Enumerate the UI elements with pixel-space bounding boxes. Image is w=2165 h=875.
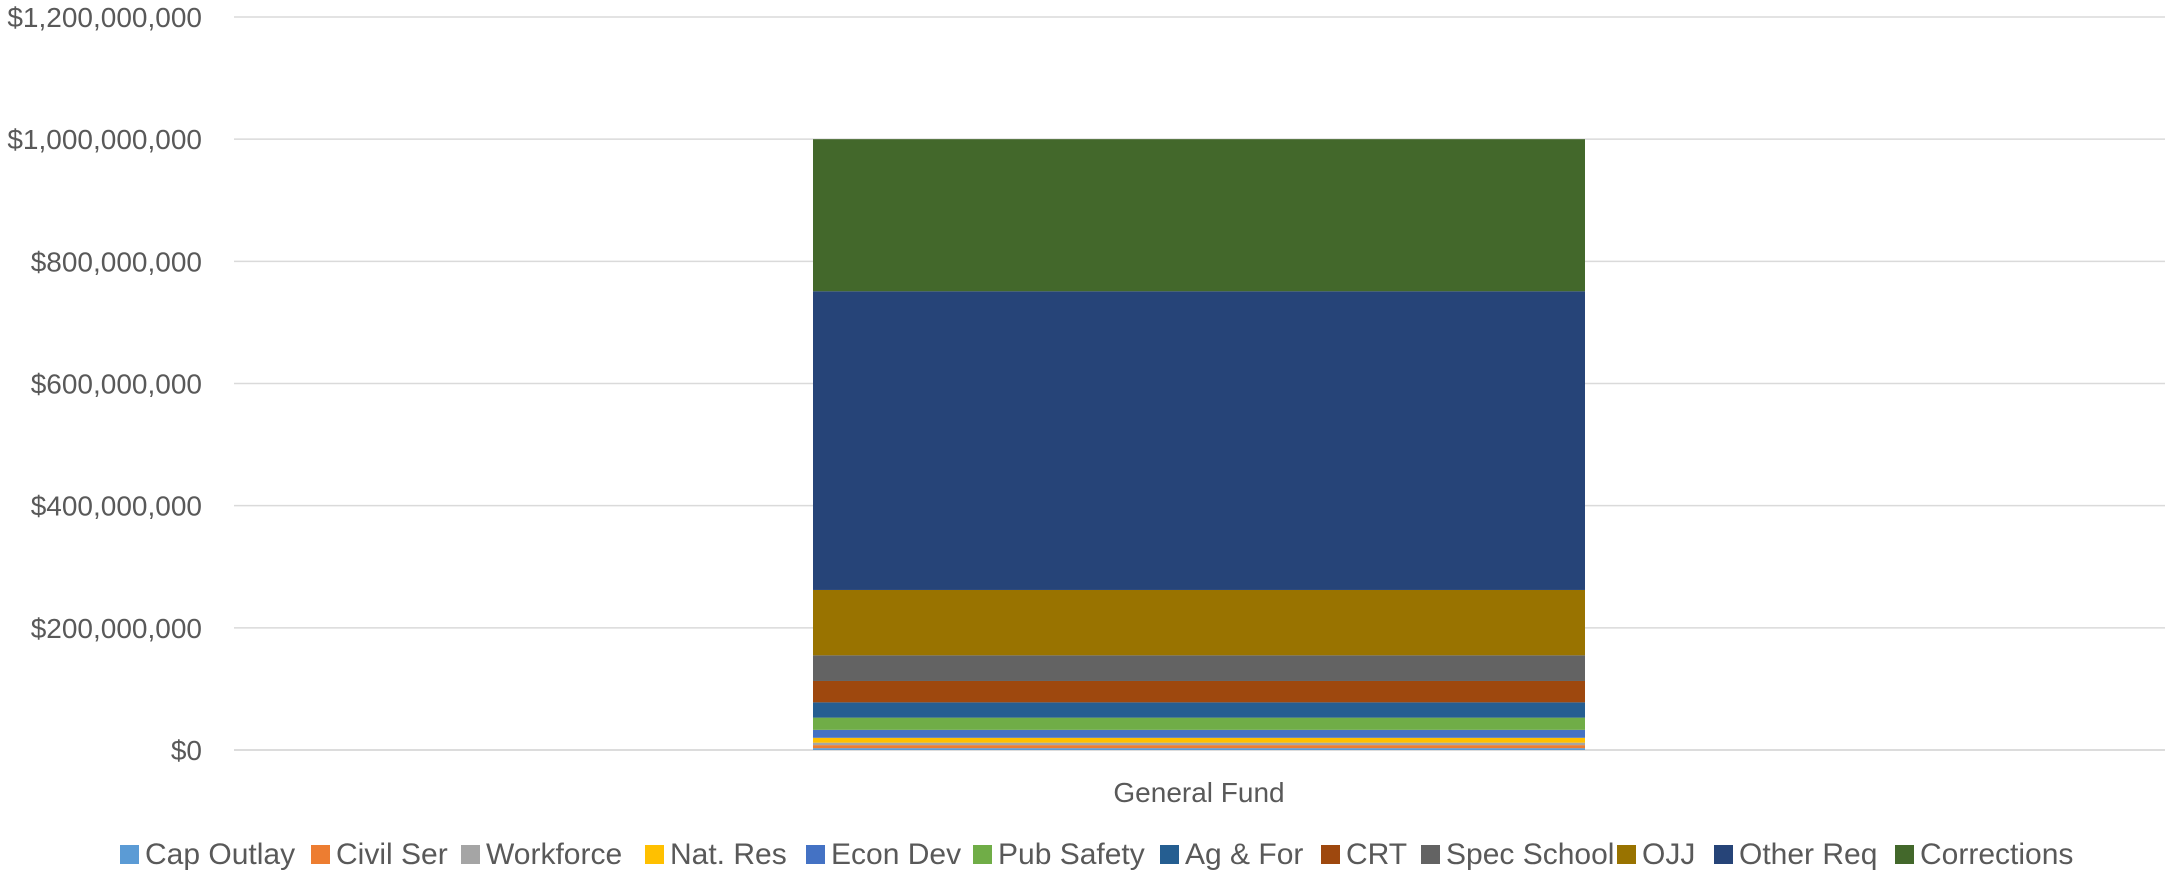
legend-swatch (806, 845, 825, 864)
y-tick-label: $1,200,000,000 (7, 2, 202, 33)
legend-swatch (1617, 845, 1636, 864)
legend-swatch (1421, 845, 1440, 864)
legend-swatch (311, 845, 330, 864)
bar-segment (813, 589, 1585, 656)
legend-label: OJJ (1642, 838, 1695, 871)
legend-swatch (973, 845, 992, 864)
legend-label: Other Req (1739, 838, 1877, 871)
y-axis-tick-labels: $0 $200,000,000 $400,000,000 $600,000,000 $8… (7, 2, 202, 766)
y-tick-label: $600,000,000 (31, 369, 202, 400)
legend-label: CRT (1346, 838, 1407, 871)
legend-label: Spec School (1446, 838, 1614, 871)
y-tick-label: $1,000,000,000 (7, 124, 202, 155)
legend-swatch (120, 845, 139, 864)
bar-segment (813, 742, 1585, 746)
bar-segment (813, 655, 1585, 681)
bar-segment (813, 702, 1585, 718)
y-tick-label: $200,000,000 (31, 613, 202, 644)
legend-label: Civil Ser (336, 838, 448, 871)
y-tick-label: $0 (171, 735, 202, 766)
legend-label: Cap Outlay (145, 838, 295, 871)
legend-swatch (461, 845, 480, 864)
bar-segment (813, 717, 1585, 730)
y-tick-label: $800,000,000 (31, 246, 202, 277)
legend-label: Workforce (486, 838, 622, 871)
y-tick-label: $400,000,000 (31, 491, 202, 522)
legend-swatch (645, 845, 664, 864)
legend-swatch (1321, 845, 1340, 864)
bar-segment (813, 291, 1585, 590)
legend-label: Pub Safety (998, 838, 1145, 871)
legend: Cap Outlay Civil Ser Workforce Nat. Res Econ… (120, 838, 2073, 871)
category-label: General Fund (1113, 777, 1284, 808)
bar-segment (813, 737, 1585, 743)
legend-swatch (1895, 845, 1914, 864)
bar-segment (813, 748, 1585, 750)
legend-swatch (1160, 845, 1179, 864)
bar-segment (813, 745, 1585, 749)
legend-label: Corrections (1920, 838, 2073, 871)
legend-label: Econ Dev (831, 838, 961, 871)
stacked-bar (813, 139, 1585, 750)
x-axis-category-labels: General Fund (1113, 777, 1284, 808)
legend-swatch (1714, 845, 1733, 864)
bar-segment (813, 139, 1585, 292)
legend-label: Nat. Res (670, 838, 787, 871)
bar-segment (813, 729, 1585, 738)
bar-segment (813, 680, 1585, 703)
legend-label: Ag & For (1185, 838, 1303, 871)
